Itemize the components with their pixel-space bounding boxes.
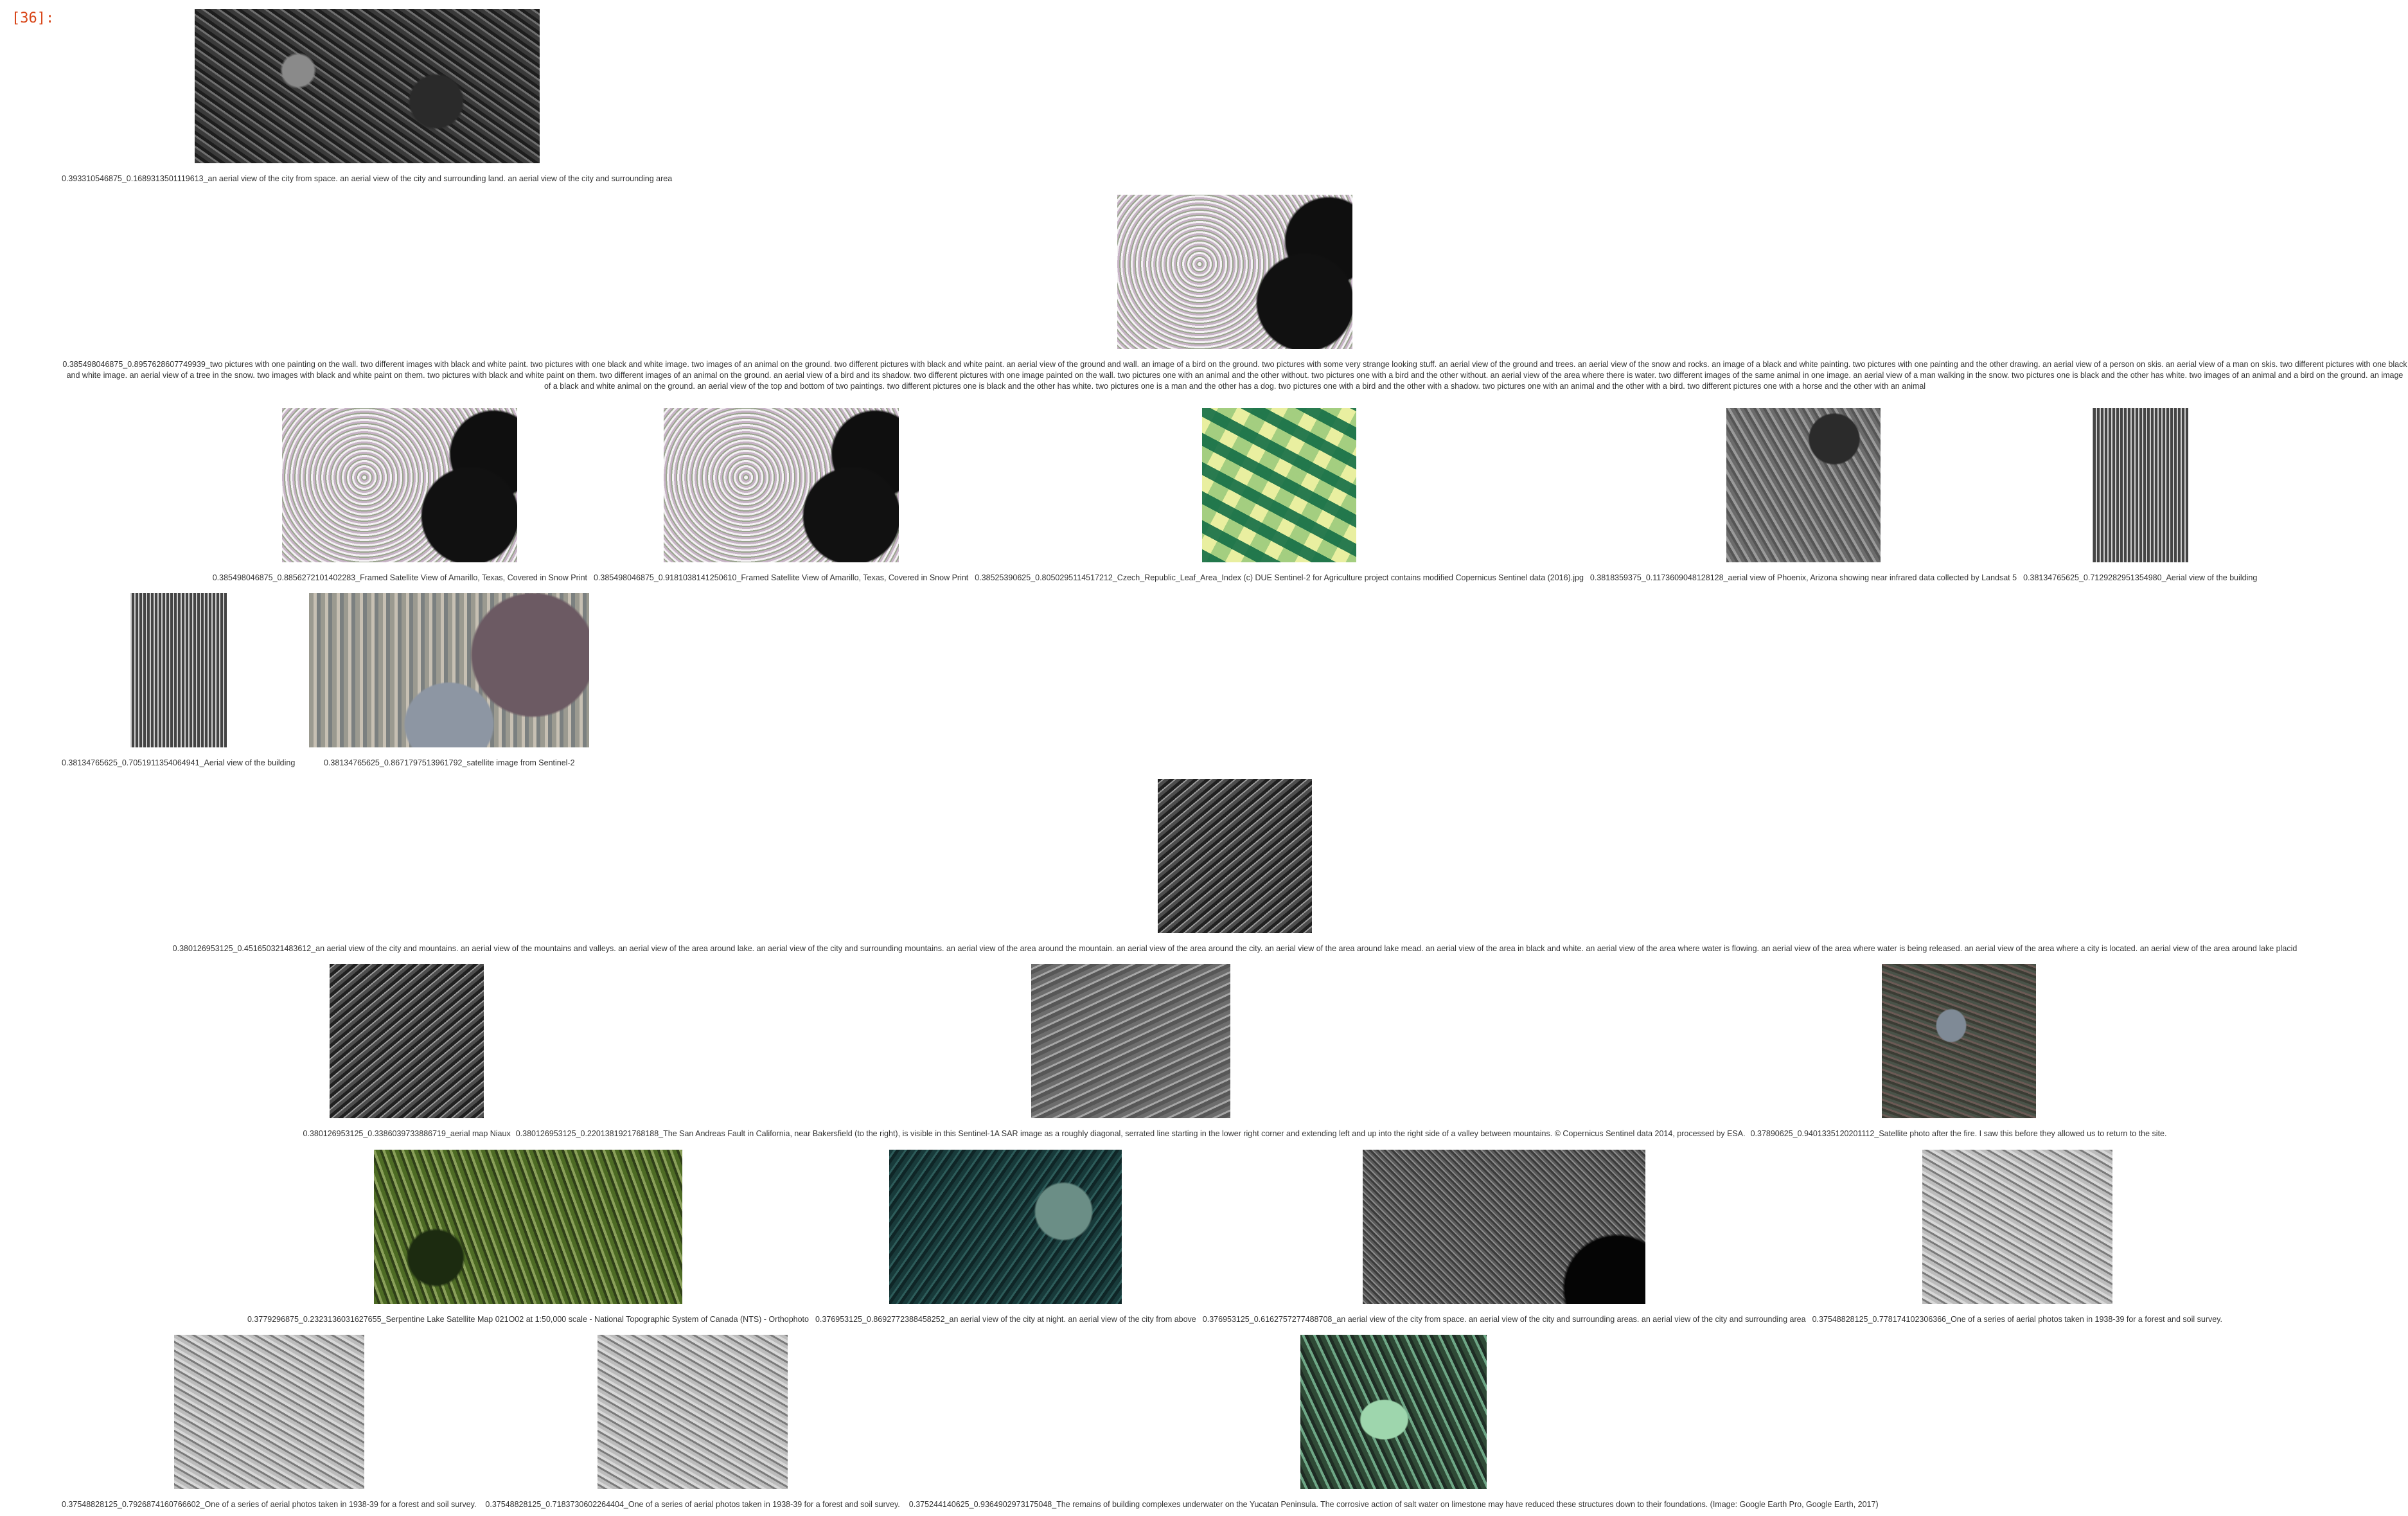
- result-cell: 0.37548828125_0.778174102306366_One of a…: [1812, 1150, 2222, 1325]
- result-row: 0.380126953125_0.451650321483612_an aeri…: [62, 779, 2408, 954]
- satellite-thumbnail: [1726, 408, 1881, 562]
- satellite-thumbnail: [1157, 779, 1312, 933]
- satellite-thumbnail: [130, 593, 227, 747]
- result-cell: 0.38134765625_0.7051911354064941_Aerial …: [62, 593, 295, 769]
- satellite-image-icon: [130, 593, 227, 747]
- result-cell: 0.385498046875_0.8856272101402283_Framed…: [213, 408, 587, 584]
- result-cell: 0.376953125_0.8692772388458252_an aerial…: [815, 1150, 1196, 1325]
- image-caption: 0.375244140625_0.9364902973175048_The re…: [908, 1500, 1879, 1509]
- satellite-image-icon: [282, 408, 518, 562]
- satellite-image-icon: [173, 1335, 364, 1489]
- result-cell: 0.393310546875_0.1689313501119613_an aer…: [62, 9, 672, 184]
- satellite-thumbnail: [1922, 1150, 2112, 1304]
- cell-prompt: [36]:: [12, 10, 55, 26]
- image-caption: 0.393310546875_0.1689313501119613_an aer…: [62, 174, 673, 183]
- result-cell: 0.37548828125_0.7183730602264404_One of …: [485, 1335, 900, 1510]
- result-cell: 0.385498046875_0.8957628607749939_two pi…: [62, 195, 2407, 392]
- satellite-thumbnail: [373, 1150, 682, 1304]
- result-cell: 0.37890625_0.9401335120201112_Satellite …: [1751, 964, 2167, 1139]
- satellite-thumbnail: [1202, 408, 1357, 562]
- image-caption: 0.3779296875_0.2323136031627655_Serpenti…: [247, 1315, 809, 1324]
- image-caption: 0.380126953125_0.2201381921768188_The Sa…: [515, 1129, 1746, 1138]
- image-caption: 0.37548828125_0.7183730602264404_One of …: [485, 1500, 900, 1509]
- image-caption: 0.38134765625_0.8671797513961792_satelli…: [323, 758, 575, 767]
- satellite-image-icon: [598, 1335, 788, 1489]
- satellite-thumbnail: [309, 593, 590, 747]
- image-caption: 0.380126953125_0.451650321483612_an aeri…: [172, 944, 2297, 953]
- image-caption: 0.3818359375_0.1173609048128128_aerial v…: [1589, 573, 2017, 582]
- image-caption: 0.38134765625_0.7129282951354980_Aerial …: [2023, 573, 2258, 582]
- image-caption: 0.37890625_0.9401335120201112_Satellite …: [1750, 1129, 2167, 1138]
- satellite-thumbnail: [1031, 964, 1230, 1118]
- image-caption: 0.385498046875_0.8856272101402283_Framed…: [212, 573, 587, 582]
- satellite-thumbnail: [173, 1335, 364, 1489]
- image-caption: 0.38525390625_0.8050295114517212_Czech_R…: [975, 573, 1584, 582]
- result-row: 0.385498046875_0.8856272101402283_Framed…: [62, 408, 2408, 584]
- satellite-thumbnail: [889, 1150, 1122, 1304]
- satellite-image-icon: [309, 593, 590, 747]
- satellite-thumbnail: [598, 1335, 788, 1489]
- image-caption: 0.37548828125_0.7926874160766602_One of …: [62, 1500, 477, 1509]
- satellite-image-icon: [1726, 408, 1881, 562]
- result-row: 0.385498046875_0.8957628607749939_two pi…: [62, 195, 2408, 392]
- image-caption: 0.376953125_0.8692772388458252_an aerial…: [815, 1315, 1196, 1324]
- image-caption: 0.385498046875_0.9181038141250610_Framed…: [594, 573, 969, 582]
- satellite-thumbnail: [1363, 1150, 1646, 1304]
- satellite-thumbnail: [2092, 408, 2189, 562]
- image-caption: 0.385498046875_0.8957628607749939_two pi…: [62, 360, 2407, 391]
- satellite-thumbnail: [282, 408, 518, 562]
- result-cell: 0.3818359375_0.1173609048128128_aerial v…: [1590, 408, 2017, 584]
- result-cell: 0.38134765625_0.7129282951354980_Aerial …: [2023, 408, 2257, 584]
- result-cell: 0.380126953125_0.451650321483612_an aeri…: [173, 779, 2297, 954]
- result-row: 0.38134765625_0.7051911354064941_Aerial …: [62, 593, 2408, 769]
- image-caption: 0.37548828125_0.778174102306366_One of a…: [1812, 1315, 2223, 1324]
- result-cell: 0.380126953125_0.2201381921768188_The Sa…: [516, 964, 1746, 1139]
- satellite-thumbnail: [1300, 1335, 1487, 1489]
- result-cell: 0.38525390625_0.8050295114517212_Czech_R…: [975, 408, 1584, 584]
- image-caption: 0.376953125_0.6162757277488708_an aerial…: [1202, 1315, 1806, 1324]
- satellite-image-icon: [1300, 1335, 1487, 1489]
- result-cell: 0.38134765625_0.8671797513961792_satelli…: [309, 593, 590, 769]
- satellite-thumbnail: [330, 964, 484, 1118]
- satellite-thumbnail: [1881, 964, 2036, 1118]
- result-row: 0.380126953125_0.3386039733886719_aerial…: [62, 964, 2408, 1139]
- image-caption: 0.380126953125_0.3386039733886719_aerial…: [303, 1129, 511, 1138]
- result-row: 0.37548828125_0.7926874160766602_One of …: [62, 1335, 2408, 1510]
- image-caption: 0.38134765625_0.7051911354064941_Aerial …: [62, 758, 296, 767]
- satellite-image-icon: [2092, 408, 2189, 562]
- satellite-image-icon: [1922, 1150, 2112, 1304]
- satellite-thumbnail: [194, 9, 540, 163]
- satellite-image-icon: [1157, 779, 1312, 933]
- satellite-image-icon: [330, 964, 484, 1118]
- satellite-image-icon: [194, 9, 540, 163]
- result-row: 0.393310546875_0.1689313501119613_an aer…: [62, 9, 2408, 184]
- satellite-image-icon: [373, 1150, 682, 1304]
- result-cell: 0.376953125_0.6162757277488708_an aerial…: [1203, 1150, 1806, 1325]
- satellite-thumbnail: [663, 408, 899, 562]
- result-cell: 0.380126953125_0.3386039733886719_aerial…: [303, 964, 511, 1139]
- satellite-image-icon: [663, 408, 899, 562]
- result-cell: 0.3779296875_0.2323136031627655_Serpenti…: [247, 1150, 809, 1325]
- satellite-image-icon: [1881, 964, 2036, 1118]
- satellite-image-icon: [1031, 964, 1230, 1118]
- result-cell: 0.375244140625_0.9364902973175048_The re…: [909, 1335, 1879, 1510]
- result-row: 0.3779296875_0.2323136031627655_Serpenti…: [62, 1150, 2408, 1325]
- satellite-image-icon: [889, 1150, 1122, 1304]
- satellite-image-icon: [1202, 408, 1357, 562]
- result-cell: 0.385498046875_0.9181038141250610_Framed…: [594, 408, 968, 584]
- satellite-image-icon: [1117, 195, 1352, 349]
- satellite-thumbnail: [1117, 195, 1352, 349]
- satellite-image-icon: [1363, 1150, 1646, 1304]
- result-cell: 0.37548828125_0.7926874160766602_One of …: [62, 1335, 476, 1510]
